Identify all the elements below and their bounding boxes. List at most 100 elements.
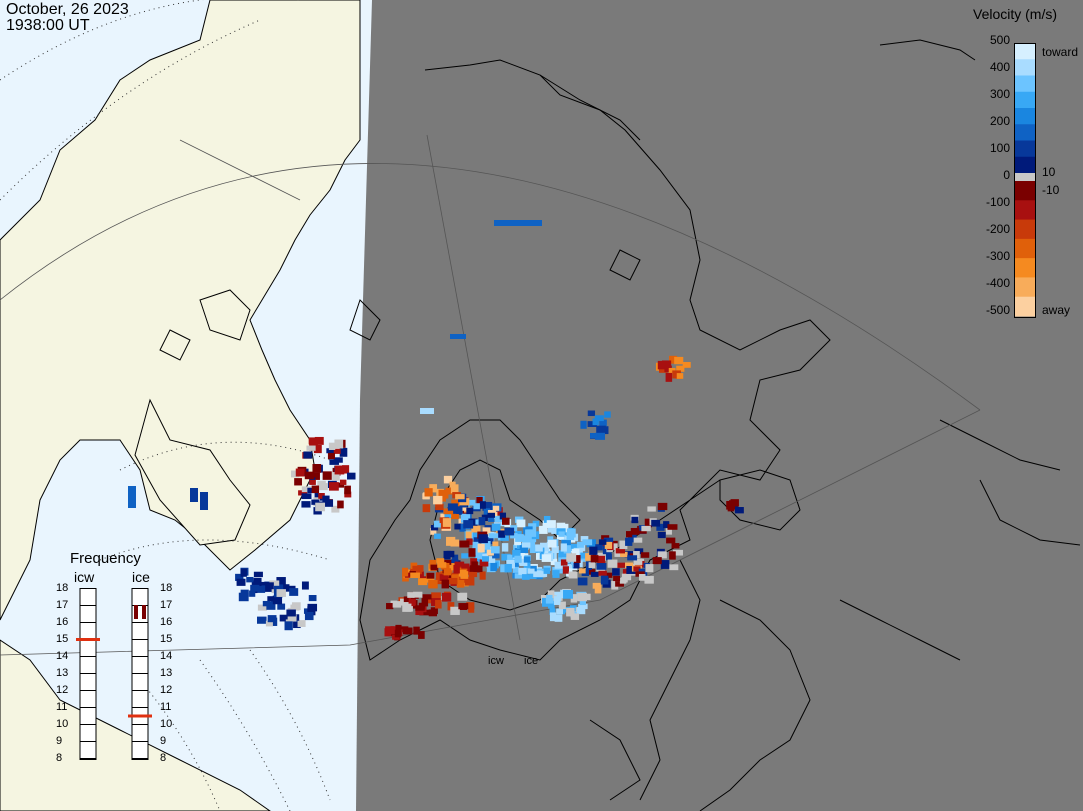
velocity-cell: [306, 445, 316, 451]
velocity-cell: [386, 603, 394, 610]
velocity-cell: [647, 506, 656, 512]
velocity-cell: [422, 594, 432, 600]
velocity-cell: [301, 581, 309, 590]
velocity-cell: [335, 482, 345, 488]
colorbar-tick: 0: [1003, 168, 1010, 182]
velocity-cell: [255, 585, 266, 593]
land-masses: [0, 0, 361, 811]
velocity-cell: [402, 603, 412, 612]
velocity-cell: [582, 539, 593, 546]
velocity-cell: [622, 569, 630, 575]
velocity-cell: [347, 472, 356, 480]
velocity-cell: [605, 553, 612, 561]
velocity-cell: [585, 553, 593, 561]
velocity-cell: [297, 620, 306, 627]
velocity-cell: [604, 411, 611, 418]
velocity-cell: [587, 421, 597, 427]
velocity-cell: [578, 603, 588, 610]
date-label: October, 26 2023: [6, 1, 129, 18]
velocity-cell: [492, 541, 499, 549]
velocity-cell: [540, 542, 550, 552]
velocity-cell: [267, 615, 277, 623]
velocity-cell: [651, 519, 661, 527]
frequency-number: 10: [56, 718, 69, 730]
velocity-cell: [588, 562, 596, 569]
velocity-cell: [596, 555, 606, 563]
velocity-cell: [682, 362, 691, 368]
velocity-cell: [521, 542, 531, 548]
velocity-cell: [452, 554, 459, 564]
velocity-cell: [512, 566, 519, 575]
velocity-cell: [435, 503, 444, 511]
velocity-cell: [392, 601, 402, 608]
velocity-cell: [734, 507, 744, 514]
velocity-cell: [301, 501, 311, 508]
colorbar-swatch-toward: [1014, 43, 1036, 60]
velocity-cell: [663, 521, 670, 529]
velocity-cell: [267, 596, 275, 602]
channel-label-ice: ice: [132, 569, 150, 585]
velocity-cell: [456, 579, 465, 588]
velocity-cell: [236, 578, 246, 586]
frequency-number: 11: [160, 701, 172, 713]
velocity-cell: [672, 370, 681, 379]
frequency-number: 13: [56, 667, 69, 679]
site-label-icw: icw: [488, 655, 504, 667]
velocity-cell: [546, 520, 556, 528]
velocity-cell: [580, 552, 589, 559]
velocity-cell: [437, 562, 447, 568]
velocity-cell: [433, 495, 443, 505]
velocity-cell: [633, 566, 641, 572]
velocity-cell: [258, 581, 269, 588]
velocity-cell: [475, 551, 483, 559]
velocity-cell: [563, 545, 571, 554]
velocity-cell: [615, 548, 626, 554]
frequency-number: 13: [160, 667, 173, 679]
velocity-cell: [590, 571, 599, 577]
velocity-cell: [566, 607, 575, 617]
velocity-cell: [434, 533, 441, 539]
velocity-cell: [460, 571, 469, 579]
velocity-cell: [730, 499, 739, 507]
velocity-cell: [560, 559, 568, 566]
velocity-cell: [311, 485, 320, 494]
velocity-cell: [514, 555, 522, 563]
velocity-cell: [435, 599, 442, 609]
velocity-cell: [669, 551, 676, 560]
velocity-cell: [577, 592, 587, 602]
velocity-cell: [619, 540, 628, 550]
velocity-cell: [450, 606, 460, 615]
velocity-cell: [507, 554, 515, 564]
velocity-cell: [589, 546, 598, 555]
velocity-cell: [277, 603, 286, 610]
velocity-cell: [267, 582, 274, 590]
velocity-cell: [519, 553, 529, 559]
velocity-cell: [595, 544, 603, 551]
frequency-number: 11: [56, 701, 68, 713]
velocity-cell: [627, 555, 638, 561]
velocity-cell: [284, 621, 293, 631]
velocity-cell: [415, 605, 425, 611]
velocity-cell: [490, 562, 498, 572]
frequency-number: 16: [160, 616, 173, 628]
velocity-cell: [257, 604, 268, 611]
velocity-cell: [644, 518, 653, 528]
velocity-cell: [334, 439, 344, 449]
velocity-cell: [566, 528, 576, 538]
velocity-cell: [638, 574, 646, 581]
velocity-cell: [573, 555, 581, 563]
velocity-cell: [563, 589, 573, 599]
velocity-cell: [585, 569, 596, 575]
velocity-cell: [451, 574, 460, 580]
colorbar-tick: -300: [985, 249, 1010, 263]
velocity-cell: [287, 614, 297, 622]
colorbar-tick: 500: [989, 33, 1010, 47]
velocity-cell: [481, 540, 491, 550]
velocity-cell: [430, 527, 437, 535]
velocity-cell: [577, 577, 588, 586]
velocity-cell: [461, 553, 469, 559]
velocity-cell: [422, 504, 431, 513]
velocity-cell: [515, 534, 525, 542]
velocity-cell: [404, 627, 413, 633]
